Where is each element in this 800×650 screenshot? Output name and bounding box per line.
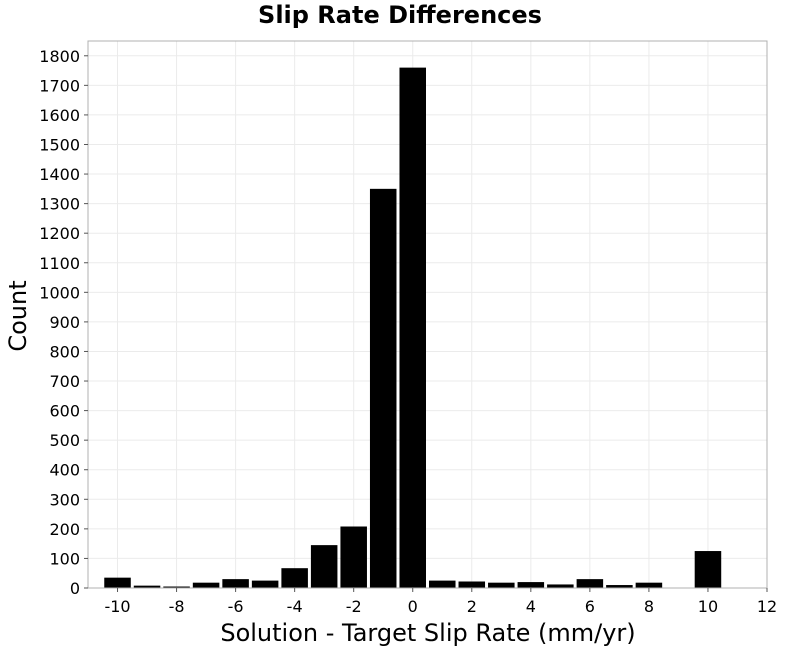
x-tick-label: 2 xyxy=(467,597,477,616)
histogram-bar xyxy=(399,67,426,588)
plot-frame xyxy=(87,40,768,589)
y-tick-label: 1100 xyxy=(39,254,80,273)
y-tick-label: 1600 xyxy=(39,106,80,125)
y-tick-label: 1700 xyxy=(39,76,80,95)
histogram-bar xyxy=(635,582,663,588)
y-tick-label: 0 xyxy=(70,579,80,598)
histogram-bar xyxy=(517,582,545,588)
histogram-bar xyxy=(547,584,574,588)
y-tick-label: 200 xyxy=(49,520,80,539)
histogram-bar xyxy=(488,582,515,588)
histogram-bar xyxy=(429,580,456,588)
x-tick-label: 6 xyxy=(585,597,595,616)
y-tick-label: 1000 xyxy=(39,283,80,302)
histogram-bar xyxy=(222,579,249,588)
y-tick-label: 1200 xyxy=(39,224,80,243)
chart-title: Slip Rate Differences xyxy=(258,1,542,29)
histogram-bar xyxy=(606,585,633,588)
y-tick-label: 600 xyxy=(49,402,80,421)
histogram-bar xyxy=(340,526,367,588)
histogram-bar xyxy=(192,582,220,588)
histogram-bar xyxy=(281,568,308,588)
y-tick-label: 500 xyxy=(49,431,80,450)
x-tick-label: 8 xyxy=(644,597,654,616)
y-tick-label: 400 xyxy=(49,461,80,480)
y-tick-label: 800 xyxy=(49,342,80,361)
x-tick-label: -6 xyxy=(228,597,244,616)
x-tick-label: 10 xyxy=(698,597,718,616)
x-tick-label: 12 xyxy=(757,597,777,616)
x-axis-ticks: -10 -8 -6 -4 -2 0 2 4 6 8 10 12 xyxy=(104,588,777,616)
y-tick-label: 100 xyxy=(49,549,80,568)
x-tick-label: 4 xyxy=(526,597,536,616)
y-tick-label: 900 xyxy=(49,313,80,332)
x-tick-label: -2 xyxy=(346,597,362,616)
y-tick-label: 1500 xyxy=(39,135,80,154)
bars xyxy=(104,67,722,589)
y-tick-label: 1800 xyxy=(39,47,80,66)
histogram-bar xyxy=(163,586,190,588)
x-tick-label: -8 xyxy=(169,597,185,616)
y-axis-ticks: 0 100 200 300 400 500 600 700 800 900 1000 1100 1200… xyxy=(39,47,88,598)
histogram-bar xyxy=(458,581,486,588)
histogram-bar xyxy=(310,545,338,588)
histogram-bar xyxy=(251,580,279,588)
y-axis-label: Count xyxy=(4,280,32,351)
x-tick-label: -10 xyxy=(104,597,130,616)
histogram-bar xyxy=(369,188,397,589)
histogram-bar xyxy=(133,585,161,588)
y-tick-label: 1400 xyxy=(39,165,80,184)
histogram-bar xyxy=(694,551,722,588)
x-tick-label: -4 xyxy=(287,597,303,616)
y-tick-label: 300 xyxy=(49,490,80,509)
histogram-bar xyxy=(576,579,604,588)
x-tick-label: 0 xyxy=(408,597,418,616)
x-axis-label: Solution - Target Slip Rate (mm/yr) xyxy=(220,619,635,647)
y-tick-label: 700 xyxy=(49,372,80,391)
y-tick-label: 1300 xyxy=(39,195,80,214)
histogram-bar xyxy=(104,577,131,588)
grid-lines xyxy=(88,41,768,589)
